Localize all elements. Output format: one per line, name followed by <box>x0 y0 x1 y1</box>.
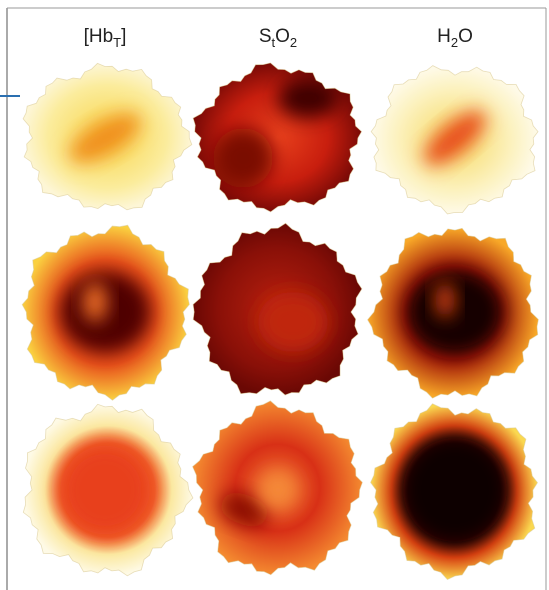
map-feature <box>403 438 507 542</box>
map-feature <box>60 445 150 535</box>
heat-map <box>22 225 190 401</box>
label-sub: T <box>113 35 121 50</box>
heat-map <box>23 404 193 576</box>
map-feature <box>258 470 298 510</box>
map-feature <box>407 270 503 354</box>
heat-map <box>193 223 362 395</box>
label-sub: 2 <box>290 35 297 50</box>
heat-map <box>192 400 363 575</box>
map-outline <box>21 224 190 401</box>
heat-map <box>370 403 538 580</box>
map-outline <box>22 403 194 577</box>
map-outline <box>370 403 538 580</box>
map-feature <box>258 292 328 352</box>
heat-map <box>367 228 539 399</box>
map-outline <box>192 62 363 213</box>
map-outline <box>22 62 193 211</box>
map-outline <box>370 65 539 215</box>
column-label: StO2 <box>259 26 297 50</box>
label-text: O <box>458 26 473 47</box>
map-feature <box>83 282 107 322</box>
label-text: O <box>275 26 290 47</box>
map-grid <box>21 62 539 580</box>
map-feature <box>278 78 338 118</box>
label-text: S <box>259 26 272 47</box>
column-label: [HbT] <box>84 26 127 50</box>
map-feature <box>435 282 455 318</box>
label-text: ] <box>121 26 126 47</box>
label-sub: t <box>272 35 276 50</box>
column-label: H2O <box>437 26 473 50</box>
map-feature <box>424 111 486 165</box>
heat-map <box>193 62 362 212</box>
map-base <box>193 62 362 212</box>
map-outline <box>192 400 363 576</box>
label-text: [Hb <box>84 26 114 47</box>
map-outline <box>367 227 539 399</box>
map-feature <box>220 493 269 527</box>
map-outline <box>192 222 363 396</box>
heat-map <box>23 63 192 210</box>
map-feature <box>213 128 273 188</box>
label-text: H <box>437 26 451 47</box>
map-feature <box>69 113 141 163</box>
label-sub: 2 <box>451 35 458 50</box>
heat-map <box>371 65 538 214</box>
